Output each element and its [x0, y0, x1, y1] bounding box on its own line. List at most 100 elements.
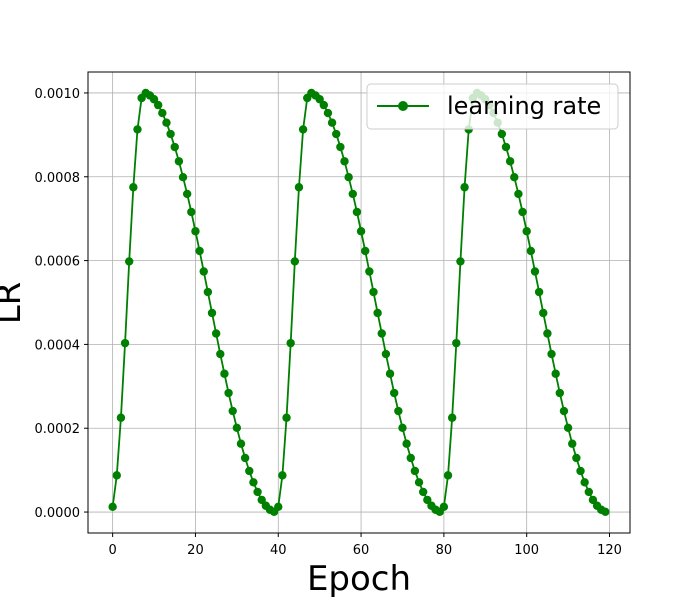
data-point [418, 487, 428, 497]
data-point [456, 257, 465, 266]
data-point [340, 157, 349, 166]
data-point [381, 349, 391, 359]
data-point [452, 338, 461, 348]
data-point [116, 413, 126, 422]
data-point [290, 257, 300, 266]
legend-entry-label: learning rate [447, 92, 601, 120]
data-point [332, 129, 341, 139]
data-point [174, 157, 184, 166]
x-tick-label: 0 [108, 543, 116, 558]
data-point [534, 287, 544, 297]
data-point [245, 466, 254, 476]
data-point [369, 287, 378, 297]
data-point [365, 267, 374, 276]
data-point [439, 502, 449, 512]
x-tick-label: 120 [597, 543, 622, 558]
data-point [539, 308, 548, 318]
y-tick-label: 0.0010 [35, 87, 81, 102]
data-point [505, 157, 515, 166]
y-tick-label: 0.0008 [35, 171, 81, 186]
data-point [563, 423, 573, 433]
data-point [522, 227, 531, 236]
data-point [414, 478, 424, 487]
data-point [149, 95, 159, 104]
data-point [601, 507, 610, 516]
data-point [323, 108, 333, 118]
data-point [112, 471, 121, 480]
data-point [182, 189, 192, 199]
data-point [195, 246, 204, 256]
data-point [572, 453, 581, 463]
data-point [514, 189, 523, 199]
data-point [211, 329, 221, 338]
data-point [203, 287, 213, 297]
data-point [389, 388, 399, 398]
data-point [224, 388, 233, 398]
data-point [526, 246, 536, 256]
data-point [423, 495, 432, 505]
data-point [356, 227, 366, 236]
data-point [108, 502, 117, 512]
data-point [253, 487, 262, 497]
data-point [543, 329, 552, 338]
data-point [228, 406, 237, 416]
plot-layer [108, 88, 610, 516]
data-point [588, 495, 598, 505]
legend: learning rate [366, 83, 619, 130]
data-point [501, 142, 511, 152]
data-point [199, 267, 208, 276]
y-tick-label: 0.0004 [35, 338, 81, 353]
data-point [187, 207, 196, 217]
data-point [294, 183, 304, 192]
data-point [460, 183, 469, 192]
data-point [298, 125, 308, 134]
data-point [497, 129, 507, 139]
data-point [249, 478, 258, 487]
data-point [162, 118, 171, 127]
data-point [385, 369, 395, 378]
x-axis-label: Epoch [307, 559, 411, 599]
data-point [559, 406, 569, 416]
data-point [510, 172, 519, 182]
data-point [158, 108, 167, 118]
data-point [410, 466, 420, 476]
data-point [216, 349, 225, 359]
legend-box [366, 83, 619, 130]
data-point [153, 100, 163, 110]
data-point [576, 466, 585, 476]
y-tick-label: 0.0000 [35, 506, 81, 521]
data-point [319, 100, 329, 110]
data-point [394, 406, 403, 416]
data-point [133, 125, 142, 134]
data-point [240, 453, 250, 463]
data-point [580, 478, 589, 487]
data-point [278, 471, 287, 480]
data-point [166, 129, 175, 139]
data-point [348, 189, 357, 199]
data-point [443, 471, 453, 480]
data-point [398, 423, 407, 433]
data-point [327, 118, 337, 127]
data-point [125, 257, 134, 266]
data-point [447, 413, 457, 422]
data-point [315, 95, 324, 104]
data-point [220, 369, 229, 378]
data-point [170, 142, 179, 152]
data-point [236, 439, 246, 448]
data-point [373, 308, 382, 318]
data-point [232, 423, 242, 433]
data-point [286, 338, 295, 348]
data-point [120, 338, 130, 348]
data-point [377, 329, 386, 338]
x-tick-label: 40 [270, 543, 287, 558]
data-point [530, 267, 540, 276]
data-point [555, 388, 565, 398]
data-point [257, 495, 266, 505]
x-tick-label: 80 [436, 543, 453, 558]
plot-frame [87, 71, 631, 534]
data-point [406, 453, 415, 463]
data-point [129, 183, 138, 192]
data-point [207, 308, 217, 318]
tick-layer: 0 20 40 60 80 100 120 0.0000 0.0002 0.0004 0.0006 0… [35, 87, 622, 558]
